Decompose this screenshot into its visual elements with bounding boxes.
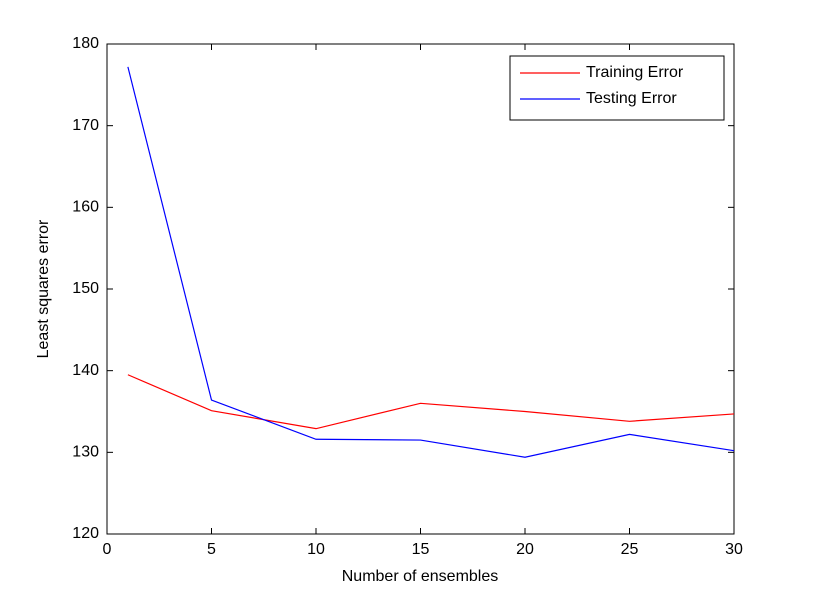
y-tick-label: 150 — [72, 280, 99, 297]
y-tick-label: 160 — [72, 199, 99, 216]
x-tick-label: 0 — [103, 541, 112, 558]
x-tick-label: 25 — [621, 541, 639, 558]
y-tick-label: 140 — [72, 362, 99, 379]
x-tick-label: 10 — [307, 541, 325, 558]
x-tick-label: 20 — [516, 541, 534, 558]
x-tick-label: 15 — [412, 541, 430, 558]
legend-label: Testing Error — [586, 90, 677, 107]
y-axis-label: Least squares error — [35, 219, 52, 358]
y-tick-label: 120 — [72, 525, 99, 542]
legend-box — [509, 55, 725, 121]
data-line — [127, 374, 735, 430]
x-tick-label: 5 — [207, 541, 216, 558]
x-tick-label: 30 — [725, 541, 743, 558]
y-tick-label: 170 — [72, 117, 99, 134]
y-tick-label: 180 — [72, 35, 99, 52]
x-axis-label: Number of ensembles — [342, 568, 499, 585]
legend-label: Training Error — [586, 64, 684, 81]
y-tick-label: 130 — [72, 444, 99, 461]
data-line — [127, 66, 735, 458]
